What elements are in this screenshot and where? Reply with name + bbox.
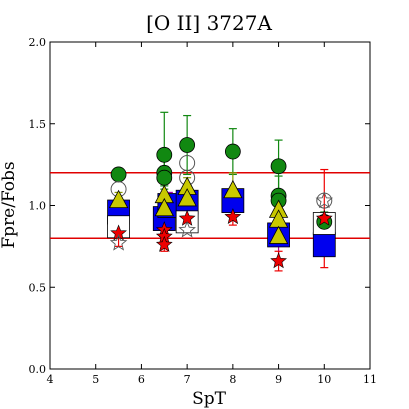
y-tick-label: 1.5 [29, 118, 47, 131]
x-tick-label: 7 [184, 373, 191, 386]
olive-triangle-marker [223, 179, 243, 199]
y-tick-label: 1.0 [29, 200, 47, 213]
red-star-marker [155, 235, 173, 252]
y-tick-label: 2.0 [29, 36, 47, 49]
green-circle-marker [224, 143, 241, 160]
x-tick-label: 5 [92, 373, 99, 386]
open-star-marker [178, 220, 196, 238]
green-circle-marker [156, 146, 173, 163]
red-star-marker [224, 208, 242, 225]
x-tick-label: 11 [363, 373, 377, 386]
olive-triangle-marker [177, 188, 197, 207]
x-axis-label: SpT [192, 389, 227, 409]
plot-area: 4 5 6 7 8 9 10 11 0.0 0.5 1.0 1.5 2.0 [29, 36, 378, 386]
green-circle-marker [270, 158, 287, 175]
chart-title: [O II] 3727A [146, 11, 272, 35]
olive-triangle-marker [154, 197, 174, 217]
y-tick-label: 0.0 [29, 363, 47, 376]
x-tick-label: 8 [229, 373, 236, 386]
x-tick-label: 4 [47, 373, 54, 386]
green-circle-marker [110, 166, 127, 183]
green-circle-marker [156, 169, 173, 186]
red-star-marker [270, 252, 287, 269]
y-tick-label: 0.5 [29, 281, 47, 294]
olive-triangle-marker [108, 189, 129, 208]
y-axis-label: Fpre/Fobs [0, 161, 19, 248]
x-tick-label: 9 [275, 373, 282, 386]
olive-triangle-marker [268, 225, 289, 244]
red-star-marker [315, 209, 333, 226]
green-circle-marker [179, 137, 196, 153]
x-tick-label: 6 [138, 373, 145, 386]
open-star-marker [109, 233, 128, 251]
open-star-marker [315, 191, 334, 209]
red-star-marker [110, 224, 127, 241]
blue-square-marker [312, 232, 336, 258]
x-tick-label: 10 [317, 373, 331, 386]
